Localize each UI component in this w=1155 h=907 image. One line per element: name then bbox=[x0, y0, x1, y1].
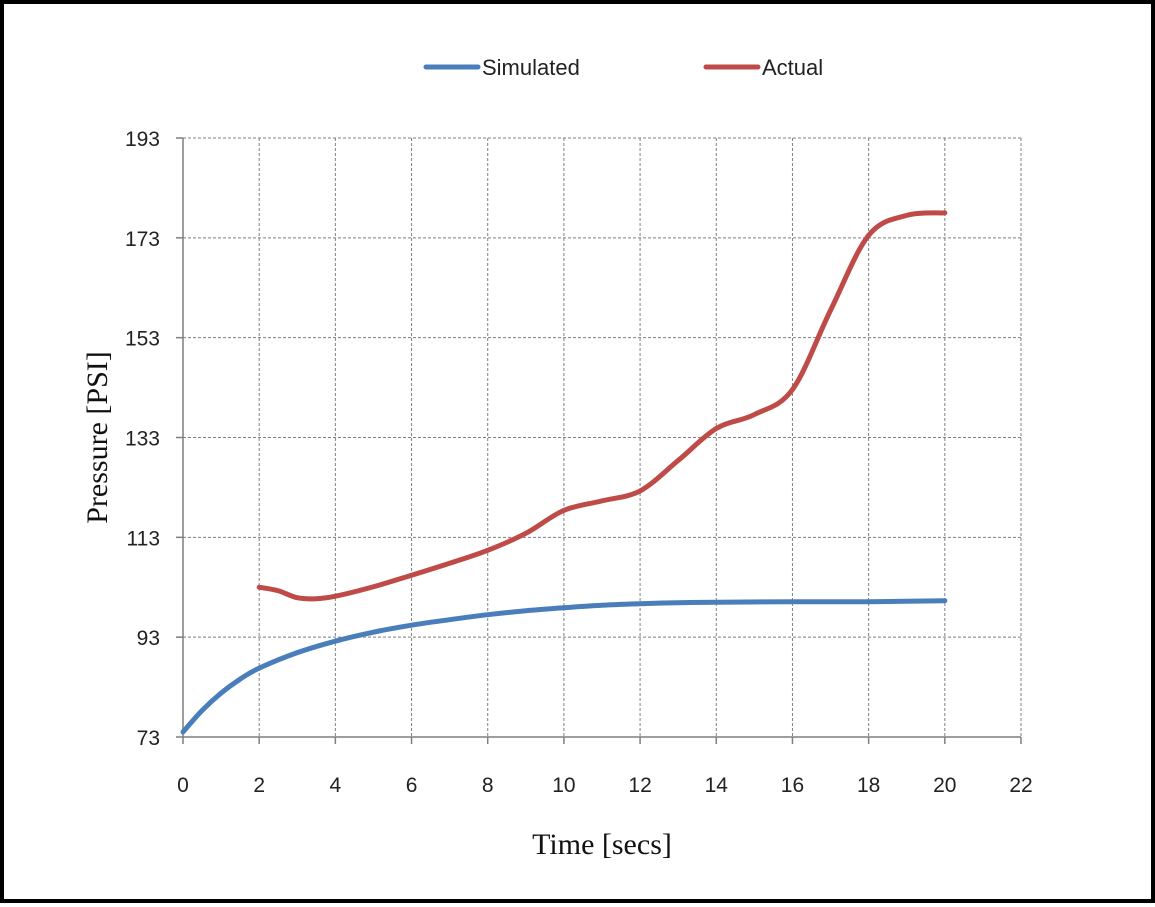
x-axis-title: Time [secs] bbox=[532, 828, 672, 861]
y-axis-ticks: 73 93 113 133 153 173 193 bbox=[125, 128, 183, 750]
series-line-simulated bbox=[180, 598, 948, 735]
x-tick-label: 18 bbox=[857, 774, 880, 797]
x-tick-label: 6 bbox=[406, 774, 418, 797]
legend-label-actual: Actual bbox=[762, 55, 823, 80]
y-tick-label: 133 bbox=[125, 428, 160, 451]
series-line-actual bbox=[256, 210, 948, 602]
legend-label-simulated: Simulated bbox=[482, 55, 580, 80]
y-tick-label: 173 bbox=[125, 228, 160, 251]
legend: Simulated Actual bbox=[423, 55, 823, 80]
x-tick-label: 10 bbox=[552, 774, 575, 797]
y-tick-label: 193 bbox=[125, 128, 160, 151]
x-tick-label: 4 bbox=[330, 774, 342, 797]
x-tick-label: 12 bbox=[628, 774, 651, 797]
x-tick-label: 2 bbox=[253, 774, 265, 797]
y-tick-label: 113 bbox=[127, 527, 160, 550]
y-axis-title: Pressure [PSI] bbox=[81, 351, 114, 524]
series-lines bbox=[180, 210, 948, 735]
x-tick-label: 0 bbox=[177, 774, 189, 797]
y-tick-label: 73 bbox=[137, 727, 160, 750]
x-tick-label: 8 bbox=[482, 774, 494, 797]
y-tick-label: 153 bbox=[125, 328, 160, 351]
y-tick-label: 93 bbox=[137, 627, 160, 650]
x-tick-label: 20 bbox=[933, 774, 956, 797]
line-chart: 0 2 4 6 8 10 12 14 16 18 20 22 7393113133153173193 … bbox=[81, 55, 1033, 861]
x-tick-label: 16 bbox=[781, 774, 804, 797]
x-tick-label: 22 bbox=[1009, 774, 1032, 797]
x-tick-label: 14 bbox=[705, 774, 729, 797]
x-axis-ticks: 0 2 4 6 8 10 12 14 16 18 20 22 bbox=[177, 737, 1033, 797]
